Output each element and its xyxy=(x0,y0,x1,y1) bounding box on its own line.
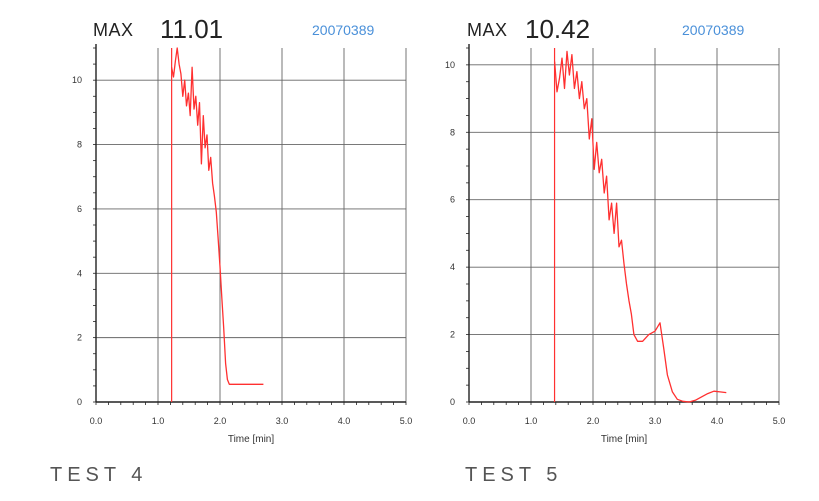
y-tick-label: 8 xyxy=(77,140,82,150)
x-tick-label: 1.0 xyxy=(152,416,165,426)
serial-number: 20070389 xyxy=(312,22,375,38)
y-tick-label: 2 xyxy=(450,330,455,340)
test-label: TEST 5 xyxy=(465,464,563,486)
max-value: 10.42 xyxy=(525,14,591,44)
y-tick-label: 6 xyxy=(450,195,455,205)
x-tick-label: 0.0 xyxy=(463,416,476,426)
x-tick-label: 0.0 xyxy=(90,416,103,426)
x-tick-label: 4.0 xyxy=(338,416,351,426)
y-tick-label: 4 xyxy=(450,262,455,272)
x-tick-label: 5.0 xyxy=(773,416,786,426)
x-tick-label: 2.0 xyxy=(587,416,600,426)
series-line xyxy=(553,50,727,403)
x-tick-label: 1.0 xyxy=(525,416,538,426)
y-tick-label: 10 xyxy=(445,60,455,70)
x-tick-label: 4.0 xyxy=(711,416,724,426)
x-axis-title: Time [min] xyxy=(228,434,275,445)
x-tick-label: 3.0 xyxy=(276,416,289,426)
y-tick-label: 2 xyxy=(77,333,82,343)
max-label: MAX xyxy=(93,20,134,40)
y-tick-label: 0 xyxy=(77,397,82,407)
x-tick-label: 2.0 xyxy=(214,416,227,426)
chart-panel-test-5: MAX 10.42 20070389 0.0 1.0 2.0 3.0 4.0 5.0 0 2 4… xyxy=(410,0,810,501)
y-tick-label: 8 xyxy=(450,127,455,137)
max-label: MAX xyxy=(467,20,508,40)
x-axis-title: Time [min] xyxy=(601,434,648,445)
y-tick-label: 10 xyxy=(72,75,82,85)
y-tick-label: 6 xyxy=(77,204,82,214)
line-chart-test-5: 0.0 1.0 2.0 3.0 4.0 5.0 0 2 4 6 8 10 Time [min] xyxy=(445,44,786,445)
series-line xyxy=(170,47,264,385)
test-label: TEST 4 xyxy=(50,464,148,486)
x-tick-label: 5.0 xyxy=(400,416,413,426)
serial-number: 20070389 xyxy=(682,22,745,38)
y-tick-label: 4 xyxy=(77,268,82,278)
chart-panel-test-4: MAX 11.01 20070389 0.0 1.0 2.0 3.0 4.0 5.0 0 2 4… xyxy=(0,0,412,501)
line-chart-test-4: 0.0 1.0 2.0 3.0 4.0 5.0 0 2 4 6 8 10 Time [min] xyxy=(72,44,412,445)
max-value: 11.01 xyxy=(160,14,224,44)
x-tick-label: 3.0 xyxy=(649,416,662,426)
y-tick-label: 0 xyxy=(450,397,455,407)
